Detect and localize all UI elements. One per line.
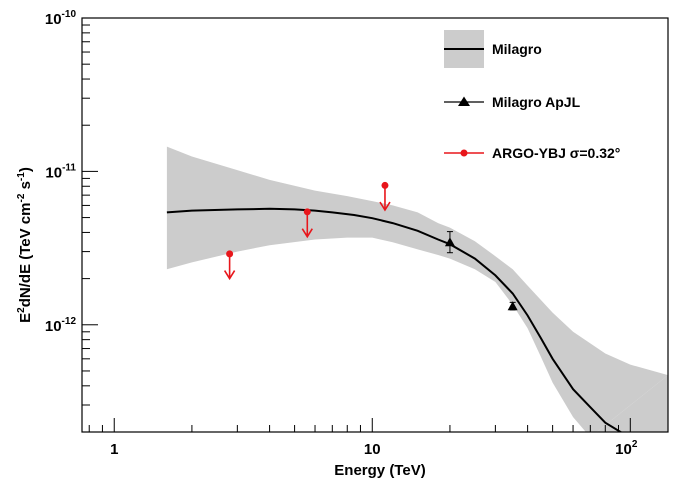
argo-arrow-head <box>301 228 313 239</box>
milagro-confidence-band <box>166 146 668 432</box>
legend: Milagro Milagro ApJL ARGO-YBJ σ=0.32° <box>444 30 620 161</box>
y-tick-label-1: 10-12 <box>45 316 77 335</box>
y-tick-label-3: 10-10 <box>45 9 77 28</box>
plot-content <box>166 146 668 432</box>
milagro-apjl-point-1 <box>444 231 455 254</box>
legend-apjl-triangle-marker <box>458 96 470 106</box>
milagro-fit-line <box>166 207 623 432</box>
milagro-confidence-band-tail <box>596 375 668 432</box>
argo-upper-limit-3 <box>379 181 391 212</box>
x-tick-label-3: 102 <box>615 439 638 458</box>
apjl-triangle-marker <box>507 301 518 311</box>
argo-upper-limit-1 <box>223 250 236 281</box>
argo-arrow-head <box>223 270 236 281</box>
argo-point <box>303 208 311 216</box>
milagro-apjl-point-2 <box>507 301 518 311</box>
y-tick-label-2: 10-11 <box>45 162 76 181</box>
argo-upper-limit-2 <box>301 208 313 239</box>
x-tick-label-2: 10 <box>364 441 381 458</box>
argo-point <box>381 181 389 189</box>
legend-argo-point-marker <box>460 149 468 157</box>
y-axis-label: E2dN/dE (TeV cm-2 s-1) <box>16 167 34 323</box>
argo-arrow-head <box>379 201 391 212</box>
legend-label-milagro: Milagro <box>492 41 542 57</box>
legend-label-argo: ARGO-YBJ σ=0.32° <box>492 145 620 161</box>
argo-point <box>226 250 234 258</box>
x-axis-label: Energy (TeV) <box>334 462 425 479</box>
x-tick-label-1: 1 <box>110 441 118 458</box>
plot-area: 1 10 102 10-12 10-11 10-10 <box>45 9 669 458</box>
plot-frame <box>81 17 669 433</box>
apjl-triangle-marker <box>444 237 455 247</box>
legend-label-apjl: Milagro ApJL <box>492 94 581 110</box>
